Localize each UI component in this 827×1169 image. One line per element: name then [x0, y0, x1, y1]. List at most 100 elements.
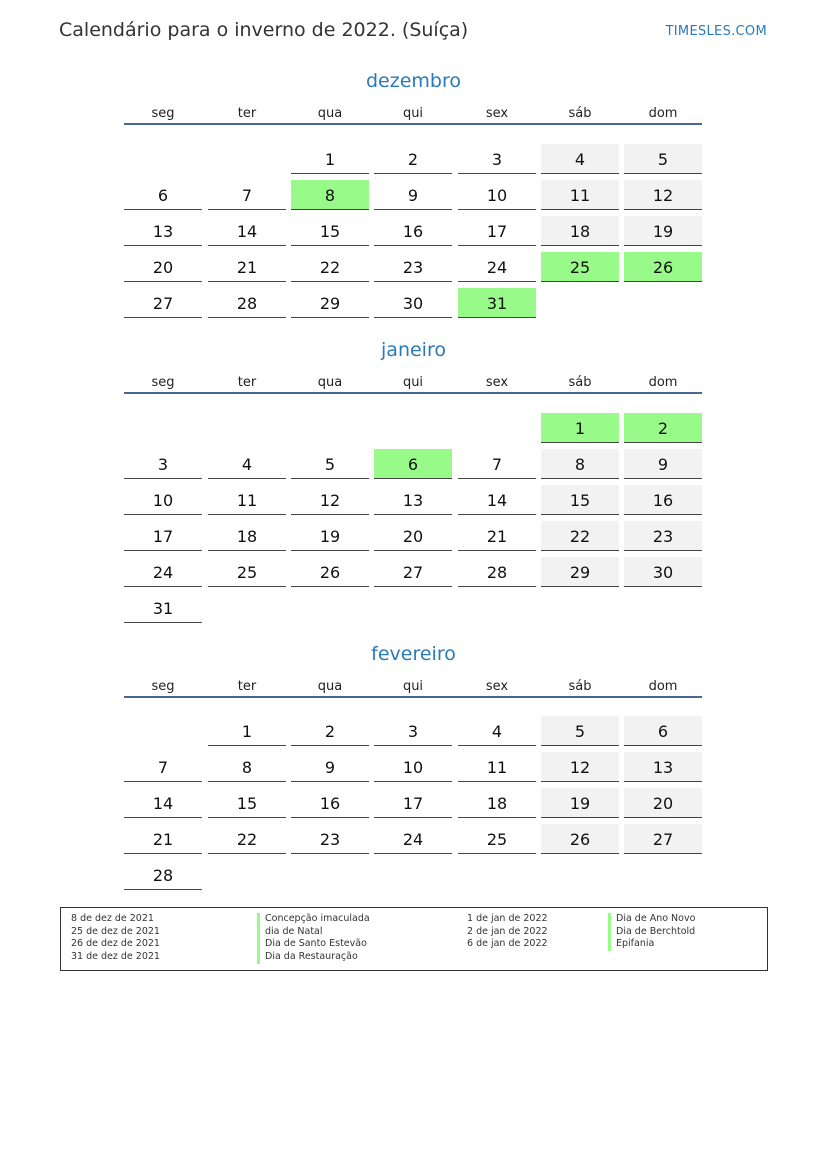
- day-cell[interactable]: 18: [458, 788, 536, 818]
- day-cell[interactable]: 21: [208, 252, 286, 282]
- day-cell[interactable]: 3: [124, 449, 202, 479]
- day-cell[interactable]: 5: [291, 449, 369, 479]
- day-cell[interactable]: 5: [541, 716, 619, 746]
- day-cell[interactable]: 15: [541, 485, 619, 515]
- day-cell[interactable]: 29: [291, 288, 369, 318]
- day-cell[interactable]: 19: [624, 216, 702, 246]
- month-title: janeiro: [381, 339, 446, 361]
- day-cell[interactable]: 30: [374, 288, 452, 318]
- day-cell[interactable]: 15: [291, 216, 369, 246]
- day-cell[interactable]: 14: [208, 216, 286, 246]
- day-cell[interactable]: 27: [374, 557, 452, 587]
- day-cell[interactable]: 17: [124, 521, 202, 551]
- header-rule: [124, 696, 702, 698]
- day-cell[interactable]: 26: [291, 557, 369, 587]
- day-cell[interactable]: 28: [124, 860, 202, 890]
- day-cell[interactable]: 4: [208, 449, 286, 479]
- day-cell[interactable]: 25: [541, 252, 619, 282]
- day-cell[interactable]: 17: [458, 216, 536, 246]
- day-cell[interactable]: 26: [624, 252, 702, 282]
- day-cell[interactable]: 1: [541, 413, 619, 443]
- day-cell[interactable]: 7: [208, 180, 286, 210]
- day-cell[interactable]: 23: [291, 824, 369, 854]
- day-cell[interactable]: 11: [541, 180, 619, 210]
- day-cell[interactable]: 11: [208, 485, 286, 515]
- day-cell[interactable]: 1: [291, 144, 369, 174]
- day-cell[interactable]: 21: [458, 521, 536, 551]
- day-cell[interactable]: 24: [374, 824, 452, 854]
- day-cell[interactable]: 6: [124, 180, 202, 210]
- weekday-header: qui: [402, 679, 424, 694]
- day-cell[interactable]: 10: [374, 752, 452, 782]
- day-cell[interactable]: 24: [458, 252, 536, 282]
- day-cell[interactable]: 14: [124, 788, 202, 818]
- day-cell[interactable]: 4: [458, 716, 536, 746]
- day-cell[interactable]: 23: [374, 252, 452, 282]
- brand-link[interactable]: TIMESLES.COM: [665, 24, 767, 39]
- weekday-header: sáb: [568, 375, 592, 390]
- day-cell[interactable]: 19: [291, 521, 369, 551]
- day-cell[interactable]: 8: [208, 752, 286, 782]
- day-cell[interactable]: 7: [124, 752, 202, 782]
- day-cell[interactable]: 12: [541, 752, 619, 782]
- day-cell[interactable]: 9: [374, 180, 452, 210]
- day-cell[interactable]: 21: [124, 824, 202, 854]
- day-cell[interactable]: 9: [291, 752, 369, 782]
- day-cell[interactable]: 13: [124, 216, 202, 246]
- day-cell[interactable]: 27: [124, 288, 202, 318]
- day-cell[interactable]: 12: [291, 485, 369, 515]
- weekday-header: ter: [237, 106, 257, 121]
- day-cell[interactable]: 28: [208, 288, 286, 318]
- day-cell[interactable]: 5: [624, 144, 702, 174]
- legend-names-dec: Concepção imaculada dia de Natal Dia de Sa…: [257, 913, 370, 964]
- weekday-header: ter: [237, 679, 257, 694]
- day-cell[interactable]: 17: [374, 788, 452, 818]
- day-cell[interactable]: 16: [374, 216, 452, 246]
- day-cell[interactable]: 31: [458, 288, 536, 318]
- day-cell[interactable]: 10: [458, 180, 536, 210]
- day-cell[interactable]: 7: [458, 449, 536, 479]
- day-cell[interactable]: 3: [374, 716, 452, 746]
- day-cell[interactable]: 1: [208, 716, 286, 746]
- day-cell[interactable]: 4: [541, 144, 619, 174]
- day-cell[interactable]: 16: [624, 485, 702, 515]
- day-cell[interactable]: 10: [124, 485, 202, 515]
- day-cell[interactable]: 29: [541, 557, 619, 587]
- day-cell[interactable]: 12: [624, 180, 702, 210]
- day-cell[interactable]: 13: [374, 485, 452, 515]
- day-cell[interactable]: 8: [541, 449, 619, 479]
- day-cell[interactable]: 27: [624, 824, 702, 854]
- day-cell[interactable]: 19: [541, 788, 619, 818]
- day-cell[interactable]: 30: [624, 557, 702, 587]
- day-cell[interactable]: 22: [208, 824, 286, 854]
- day-cell[interactable]: 3: [458, 144, 536, 174]
- day-cell[interactable]: 18: [208, 521, 286, 551]
- day-cell[interactable]: 6: [374, 449, 452, 479]
- day-cell[interactable]: 16: [291, 788, 369, 818]
- day-cell[interactable]: 22: [541, 521, 619, 551]
- day-cell[interactable]: 13: [624, 752, 702, 782]
- day-cell[interactable]: 11: [458, 752, 536, 782]
- day-cell[interactable]: 14: [458, 485, 536, 515]
- day-cell[interactable]: 18: [541, 216, 619, 246]
- legend-item: dia de Natal: [257, 925, 370, 939]
- day-cell[interactable]: 9: [624, 449, 702, 479]
- legend-item: 31 de dez de 2021: [71, 951, 160, 963]
- day-cell[interactable]: 28: [458, 557, 536, 587]
- day-cell[interactable]: 23: [624, 521, 702, 551]
- day-cell[interactable]: 25: [458, 824, 536, 854]
- day-cell[interactable]: 20: [624, 788, 702, 818]
- day-cell[interactable]: 2: [624, 413, 702, 443]
- day-cell[interactable]: 8: [291, 180, 369, 210]
- day-cell[interactable]: 2: [374, 144, 452, 174]
- day-cell[interactable]: 24: [124, 557, 202, 587]
- day-cell[interactable]: 20: [124, 252, 202, 282]
- day-cell[interactable]: 15: [208, 788, 286, 818]
- day-cell[interactable]: 25: [208, 557, 286, 587]
- day-cell[interactable]: 22: [291, 252, 369, 282]
- day-cell[interactable]: 31: [124, 593, 202, 623]
- day-cell[interactable]: 26: [541, 824, 619, 854]
- day-cell[interactable]: 6: [624, 716, 702, 746]
- day-cell[interactable]: 20: [374, 521, 452, 551]
- day-cell[interactable]: 2: [291, 716, 369, 746]
